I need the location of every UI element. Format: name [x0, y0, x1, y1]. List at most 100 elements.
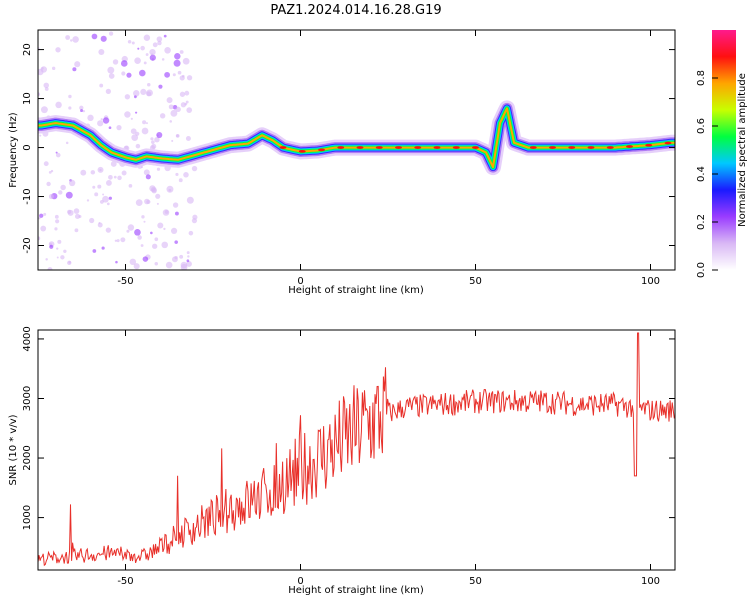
spectrogram-noise-point	[39, 213, 44, 218]
spectrogram-noise-point	[65, 191, 73, 199]
spectrogram-ytick-label: -10	[22, 188, 33, 204]
spectrogram-noise-point	[179, 75, 185, 81]
spectrogram-peak	[414, 146, 422, 149]
spectrogram-noise-point	[184, 90, 190, 96]
spectrogram-noise-point	[133, 95, 137, 99]
spectrogram-noise-point	[180, 261, 188, 269]
spectrogram-xlabel: Height of straight line (km)	[288, 285, 424, 296]
spectrogram-peak	[318, 148, 325, 152]
spectrogram-noise-point	[68, 106, 72, 110]
spectrogram-noise-point	[98, 222, 101, 225]
spectrogram-noise-point	[48, 170, 52, 174]
spectrogram-noise-point	[156, 167, 161, 171]
spectrogram-noise-point	[97, 120, 104, 127]
spectrogram-noise-point	[121, 170, 127, 176]
spectrogram-noise-point	[152, 243, 158, 249]
spectrogram-noise-point	[157, 40, 162, 46]
spectrogram-noise-point	[152, 42, 158, 48]
spectrogram-noise-point	[156, 202, 159, 205]
spectrogram-noise-point	[154, 237, 159, 242]
spectrogram-noise-point	[185, 136, 191, 141]
spectrogram-noise-point	[186, 259, 190, 263]
spectrogram-noise-point	[92, 185, 96, 189]
spectrogram-noise-point	[140, 244, 144, 247]
colorbar-gradient	[712, 30, 736, 270]
snr-xlabel: Height of straight line (km)	[288, 585, 424, 596]
spectrogram-noise-point	[97, 184, 102, 189]
spectrogram-noise-point	[187, 255, 190, 258]
spectrogram-noise-point	[127, 39, 132, 44]
spectrogram-noise-point	[146, 199, 151, 205]
spectrogram-noise-point	[100, 118, 103, 121]
spectrogram-noise-point	[115, 260, 118, 264]
spectrogram-ylabel: Frequency (Hz)	[8, 112, 19, 188]
spectrogram-noise-point	[121, 71, 126, 76]
spectrogram-noise-point	[142, 256, 149, 262]
spectrogram-noise-point	[117, 175, 122, 181]
spectrogram-peak	[529, 146, 537, 149]
spectrogram-peak	[337, 146, 345, 149]
spectrogram-noise-point	[191, 218, 198, 224]
spectrogram-noise-point	[68, 260, 72, 264]
spectrogram-noise-point	[134, 57, 141, 64]
spectrogram-noise-point	[130, 128, 137, 135]
spectrogram-noise-point	[174, 211, 179, 216]
spectrogram-noise-point	[168, 104, 174, 110]
figure-title: PAZ1.2024.014.16.28.G19	[270, 3, 441, 18]
spectrogram-peak	[298, 149, 306, 153]
spectrogram-noise-point	[108, 196, 112, 200]
spectrogram-noise-point	[102, 193, 105, 196]
spectrogram-ytick-label: 20	[22, 43, 33, 56]
spectrogram-noise-point	[137, 235, 142, 240]
spectrogram-noise-point	[166, 97, 173, 104]
spectrogram-noise-point	[38, 217, 41, 220]
spectrogram-noise-point	[130, 117, 133, 120]
spectrogram-noise-point	[143, 220, 146, 223]
spectrogram-noise-point	[106, 202, 110, 206]
spectrogram-noise-point	[177, 70, 182, 75]
colorbar-label: Normalized spectral amplitude	[737, 73, 748, 227]
spectrogram-noise-point	[146, 91, 152, 97]
spectrogram-noise-point	[60, 255, 65, 260]
spectrogram-noise-point	[47, 267, 53, 270]
spectrogram-ytick-label: 10	[22, 92, 33, 105]
spectrogram-noise-point	[74, 213, 81, 220]
snr-axes: -50 0 50 100 1000 2000 3000 4000	[22, 326, 675, 587]
spectrogram-noise-point	[186, 75, 193, 81]
spectrogram-peak	[606, 146, 614, 149]
spectrogram-noise-point	[102, 117, 110, 124]
spectrogram-noise-point	[116, 125, 122, 131]
spectrogram-ytick-label: 0	[22, 144, 33, 150]
spectrogram-noise-point	[50, 169, 54, 173]
spectrogram-noise-point	[145, 53, 149, 56]
spectrogram-noise-point	[110, 161, 117, 167]
spectrogram-noise-point	[54, 227, 58, 231]
spectrogram-noise-point	[80, 109, 84, 113]
spectrogram-noise-point	[166, 185, 174, 193]
spectrogram-noise-point	[46, 181, 51, 187]
spectrogram-panel: -50 0 50 100 -20 -10 0 10 20 Height of straight …	[8, 29, 676, 296]
spectrogram-noise-point	[156, 132, 163, 139]
spectrogram-noise-point	[97, 166, 104, 173]
spectrogram-noise-point	[131, 41, 135, 45]
spectrogram-noise-point	[176, 134, 179, 138]
spectrogram-peak	[433, 146, 441, 149]
spectrogram-noise-point	[113, 175, 117, 179]
spectrogram-noise-point	[92, 249, 97, 253]
spectrogram-noise-point	[186, 261, 192, 267]
spectrogram-noise-point	[43, 82, 49, 89]
spectrogram-noise-point	[149, 54, 156, 61]
spectrogram-noise-point	[101, 246, 105, 250]
spectrogram-noise-point	[133, 90, 140, 97]
spectrogram-noise-point	[131, 134, 139, 141]
spectrogram-noise-point	[55, 151, 58, 154]
spectrogram-noise-point	[112, 59, 119, 65]
spectrogram-noise-point	[74, 228, 79, 233]
colorbar-tick-label: 0.2	[696, 214, 707, 230]
spectrogram-axes: -50 0 50 100 -20 -10 0 10 20	[22, 30, 675, 287]
spectrogram-noise-point	[173, 59, 181, 67]
spectrogram-ridge	[38, 31, 675, 270]
colorbar: 0.0 0.2 0.4 0.6 0.8 Normalized spectral ampl…	[696, 30, 748, 278]
spectrogram-noise-point	[141, 215, 145, 219]
spectrogram-noise-point	[124, 111, 131, 118]
